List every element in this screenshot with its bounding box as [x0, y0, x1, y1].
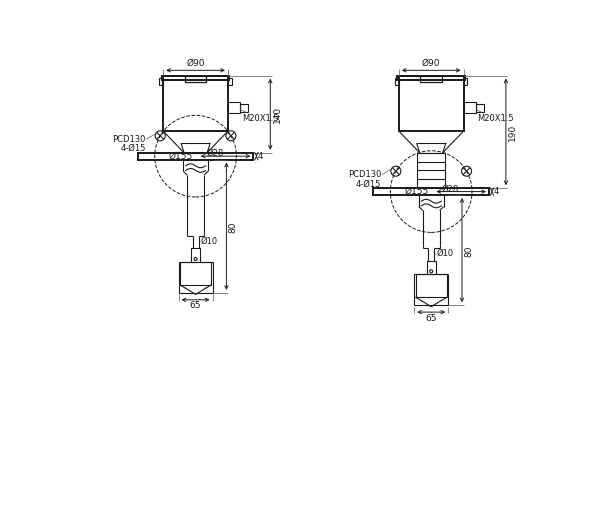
- Bar: [191, 248, 200, 262]
- Bar: [464, 78, 468, 85]
- Text: M20X1.5: M20X1.5: [477, 114, 514, 123]
- Bar: [160, 78, 163, 85]
- Bar: [421, 76, 442, 82]
- Text: 65: 65: [426, 314, 437, 323]
- Bar: [161, 76, 229, 80]
- Text: Ø155: Ø155: [169, 152, 193, 161]
- Bar: [163, 76, 228, 131]
- Bar: [240, 104, 248, 111]
- Bar: [416, 274, 447, 297]
- Text: 190: 190: [508, 123, 517, 140]
- Bar: [228, 102, 240, 114]
- Bar: [476, 104, 484, 111]
- Text: Ø10: Ø10: [437, 249, 454, 258]
- Bar: [395, 78, 399, 85]
- Bar: [228, 78, 232, 85]
- Text: PCD130: PCD130: [112, 135, 145, 144]
- Text: Ø28: Ø28: [206, 149, 224, 158]
- Text: Ø155: Ø155: [405, 187, 429, 196]
- Bar: [180, 262, 211, 285]
- Text: 4: 4: [258, 152, 263, 161]
- Bar: [185, 76, 206, 82]
- Text: Ø10: Ø10: [201, 237, 218, 246]
- Text: Ø90: Ø90: [186, 59, 205, 68]
- Bar: [464, 102, 476, 114]
- Bar: [138, 153, 253, 160]
- Text: 80: 80: [229, 221, 238, 233]
- Text: Ø28: Ø28: [442, 184, 460, 193]
- Text: M20X1.5: M20X1.5: [242, 114, 278, 123]
- Bar: [427, 261, 436, 274]
- Text: Ø90: Ø90: [422, 59, 440, 68]
- Bar: [397, 76, 465, 80]
- Bar: [185, 76, 206, 82]
- Text: 4-Ø15: 4-Ø15: [356, 179, 381, 188]
- Text: 4-Ø15: 4-Ø15: [120, 144, 145, 153]
- Bar: [185, 76, 206, 82]
- Bar: [421, 76, 442, 82]
- Text: 140: 140: [272, 106, 282, 123]
- Text: 65: 65: [190, 301, 201, 310]
- Text: 80: 80: [464, 245, 473, 257]
- Text: PCD130: PCD130: [348, 170, 381, 179]
- Bar: [373, 188, 489, 195]
- Text: 4: 4: [493, 187, 499, 196]
- Bar: [399, 76, 464, 131]
- Bar: [421, 76, 442, 82]
